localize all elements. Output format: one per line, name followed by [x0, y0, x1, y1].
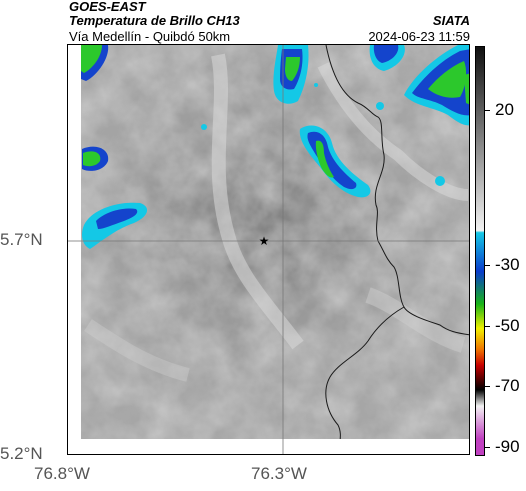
colorbar-label-minus50: -50 — [495, 316, 520, 335]
light-streak — [84, 319, 190, 382]
cold-cloud-small — [201, 83, 445, 186]
colorbar-label-20: 20 — [495, 100, 514, 119]
colorbar — [475, 46, 485, 456]
satellite-title: GOES-EAST — [69, 0, 146, 14]
colorbar-tick — [485, 386, 490, 387]
lat-label-5-2: 5.2°N — [0, 444, 43, 463]
colorbar-label-minus70: -70 — [495, 376, 520, 395]
colorbar-label-minus90: -90 — [495, 437, 520, 456]
light-streak — [365, 287, 466, 353]
colorbar-tick — [485, 447, 490, 448]
brightness-temperature-image: ★ — [68, 45, 469, 454]
cold-cloud-center-east — [299, 125, 371, 198]
lon-label-76-8: 76.8°W — [34, 464, 90, 483]
cold-cloud-northeast — [369, 45, 469, 126]
colorbar-label-minus30: -30 — [495, 255, 520, 274]
colorbar-tick — [485, 110, 490, 111]
product-title: Temperatura de Brillo CH13 — [69, 13, 240, 28]
cold-cloud-left — [82, 146, 109, 171]
left-margin — [68, 45, 81, 454]
boundary-line — [325, 306, 405, 454]
star-icon: ★ — [259, 234, 270, 248]
boundary-line — [325, 45, 469, 336]
lat-label-5-7: 5.7°N — [0, 230, 43, 249]
lon-label-76-3: 76.3°W — [251, 464, 307, 483]
bottom-margin — [68, 439, 469, 454]
cold-cloud-north — [273, 45, 309, 104]
colorbar-tick — [485, 326, 490, 327]
cold-cloud-west — [82, 202, 148, 249]
colorbar-tick — [485, 265, 490, 266]
source-label: SIATA — [432, 13, 470, 28]
light-streak — [317, 62, 469, 201]
cloud-texture-fine — [81, 45, 469, 439]
datetime-label: 2024-06-23 11:59 — [368, 29, 470, 44]
route-subtitle: Vía Medellín - Quibdó 50km — [69, 29, 231, 44]
satellite-map: ★ — [67, 44, 470, 455]
cold-cloud-top-left — [81, 45, 109, 81]
light-streak — [211, 53, 304, 350]
